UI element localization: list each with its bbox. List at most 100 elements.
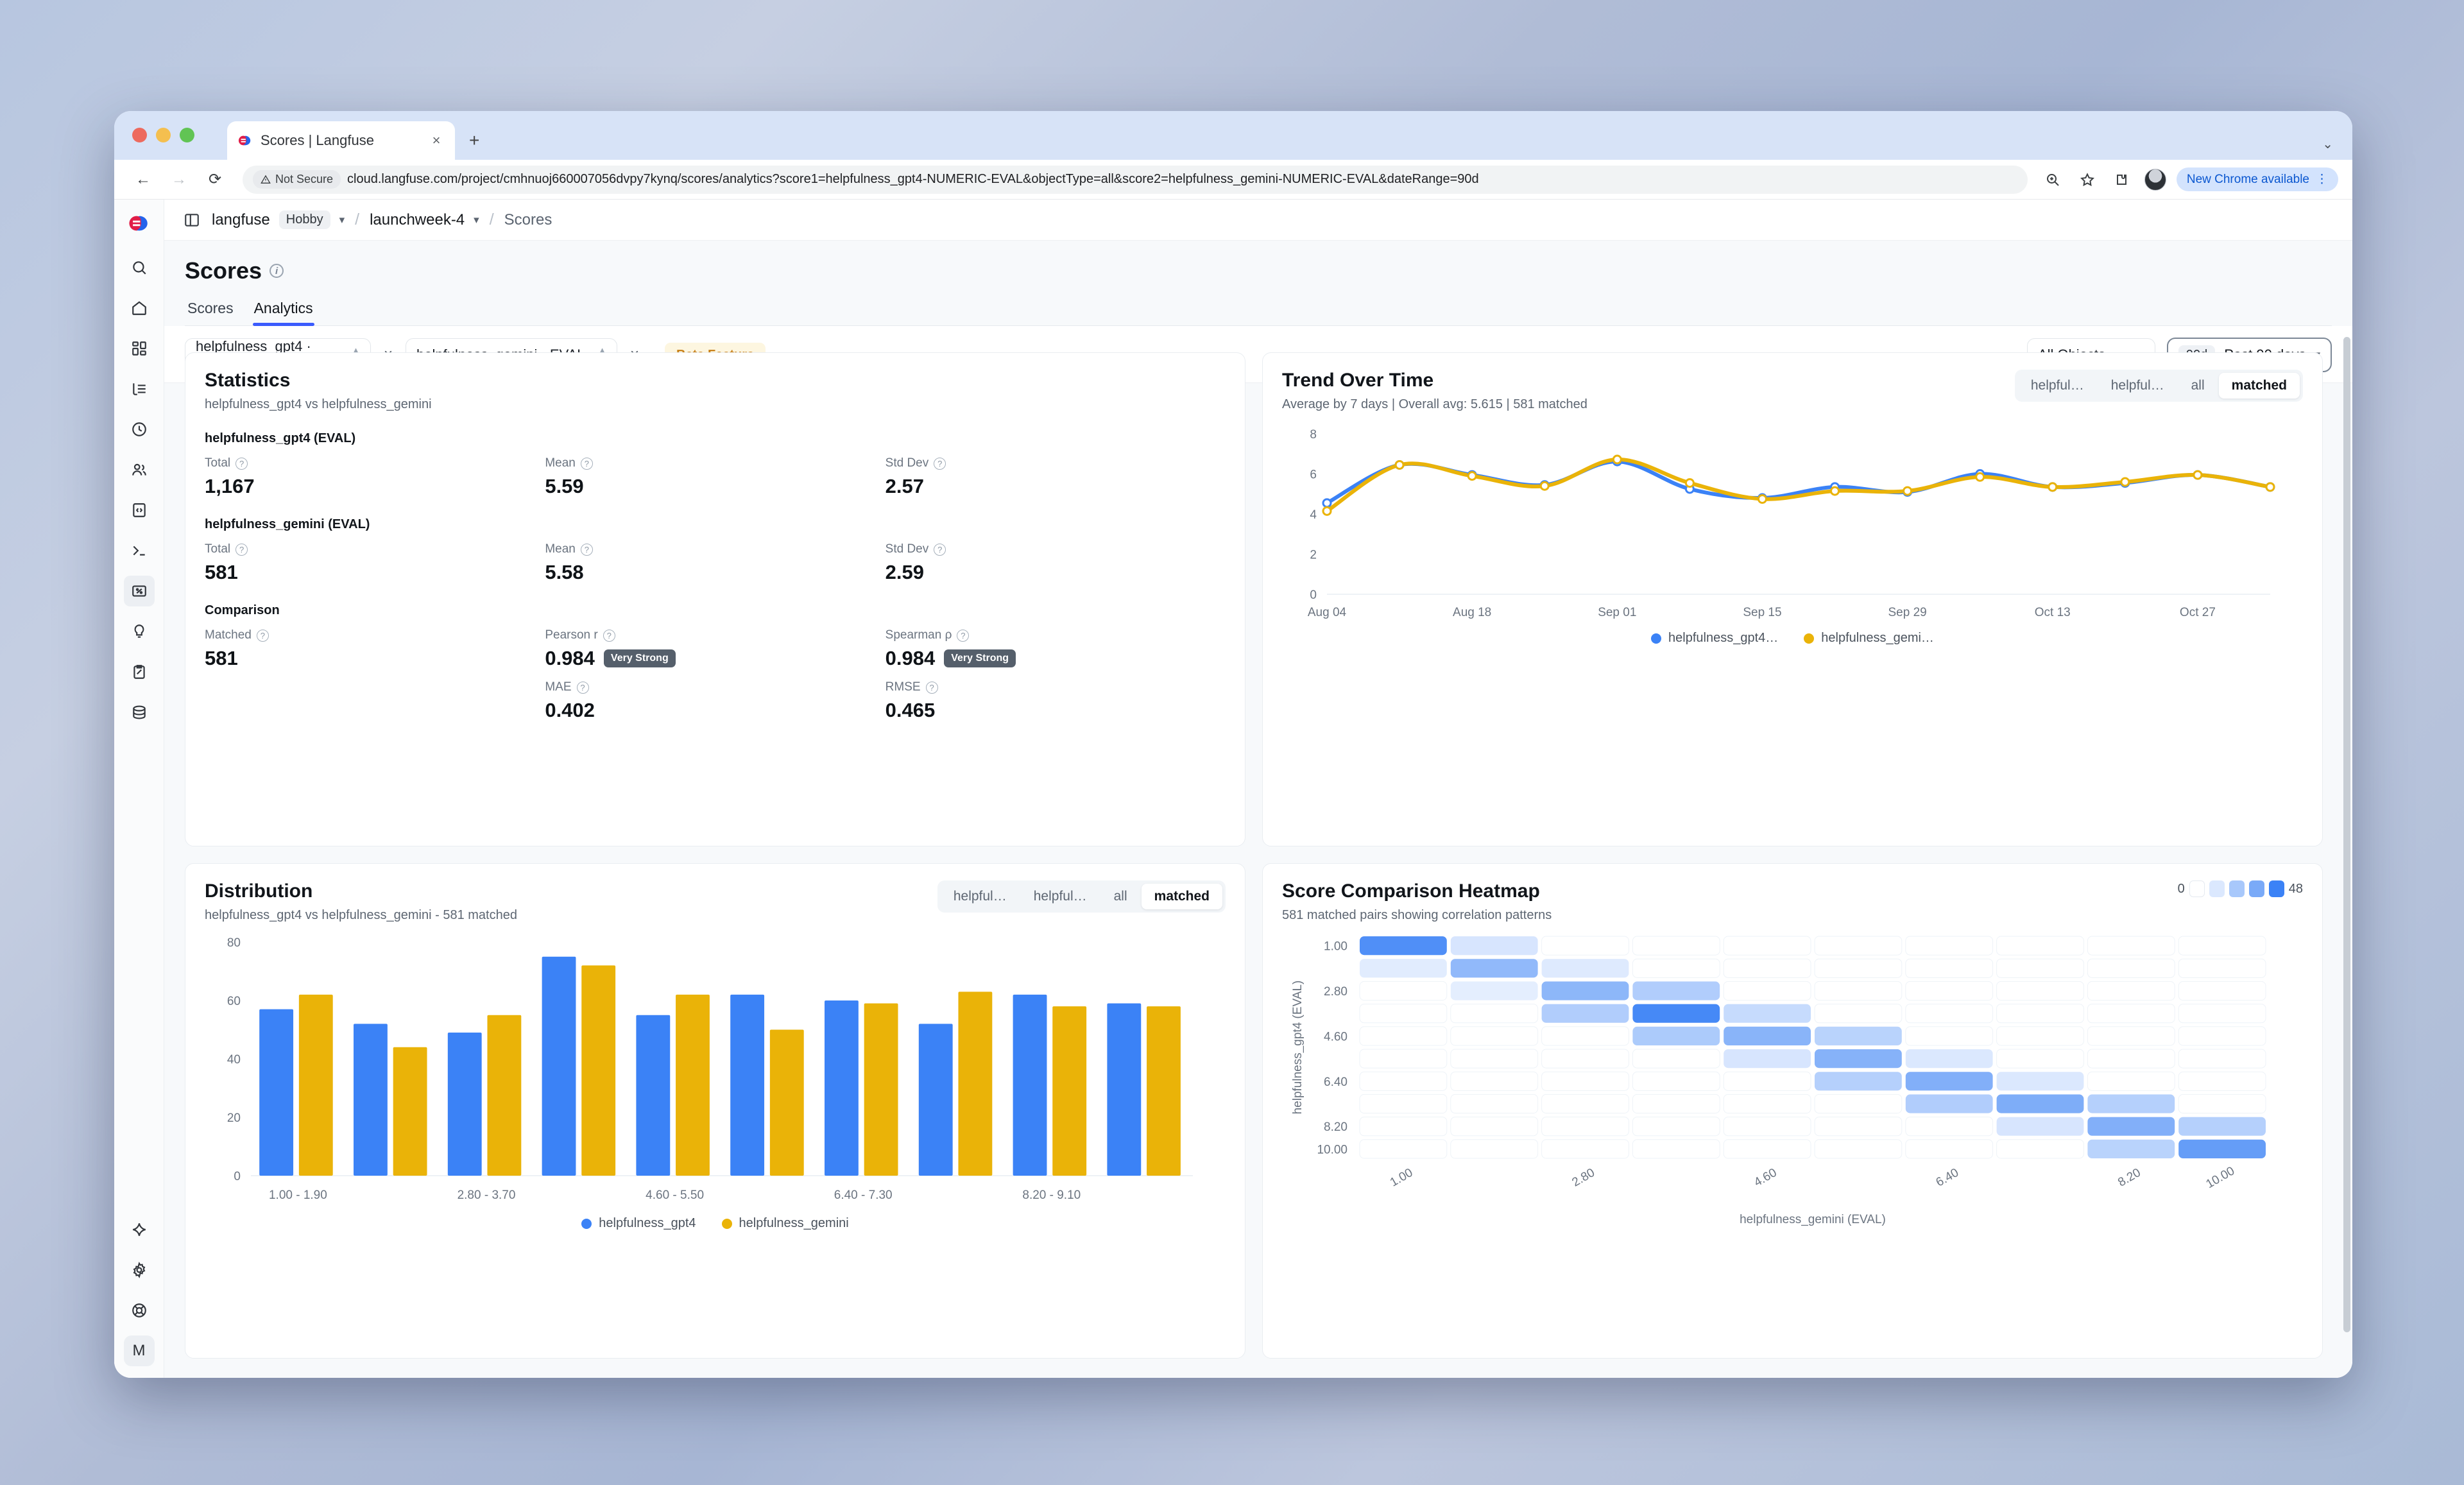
home-icon[interactable]: [124, 293, 155, 323]
svg-text:Sep 29: Sep 29: [1888, 606, 1926, 619]
chrome-menu-icon[interactable]: ⋮: [2316, 173, 2328, 186]
datasets-icon[interactable]: [124, 697, 155, 728]
svg-text:20: 20: [227, 1112, 241, 1125]
zoom-icon[interactable]: [2041, 167, 2065, 192]
trend-toggle-matched[interactable]: matched: [2218, 373, 2300, 399]
distribution-toggle-score1[interactable]: helpful…: [953, 889, 1007, 904]
help-icon[interactable]: ?: [580, 543, 593, 556]
users-icon[interactable]: [124, 454, 155, 485]
project-chevron-down-icon[interactable]: ▾: [474, 213, 479, 226]
help-icon[interactable]: ?: [576, 681, 589, 694]
stat-rmse: RMSE? 0.465: [886, 680, 1226, 722]
stat-stddev-gpt4: Std Dev? 2.57: [886, 456, 1226, 498]
content-scrollbar[interactable]: [2343, 337, 2350, 1374]
sparkle-icon[interactable]: [124, 1214, 155, 1245]
distribution-chart: 0 20 40 60 80 1.00 - 1.90 2.80 - 3.70 4.60 - 5.…: [205, 932, 1226, 1211]
close-window-button[interactable]: [132, 128, 147, 142]
insights-icon[interactable]: [124, 616, 155, 647]
help-icon[interactable]: ?: [934, 457, 946, 470]
tab-analytics[interactable]: Analytics: [252, 297, 314, 326]
playground-icon[interactable]: [124, 535, 155, 566]
gear-icon[interactable]: [124, 1255, 155, 1285]
svg-text:40: 40: [227, 1053, 241, 1067]
forward-button[interactable]: →: [171, 170, 187, 188]
back-button[interactable]: ←: [135, 170, 151, 188]
search-icon[interactable]: [124, 252, 155, 283]
svg-text:0: 0: [1310, 588, 1317, 602]
breadcrumb-project[interactable]: launchweek-4: [370, 210, 465, 228]
tab-scores[interactable]: Scores: [187, 300, 234, 316]
help-icon[interactable]: ?: [235, 543, 248, 556]
breadcrumb-org[interactable]: langfuse: [212, 210, 270, 228]
svg-text:Aug 04: Aug 04: [1308, 606, 1347, 619]
svg-text:8.20: 8.20: [1324, 1120, 1348, 1134]
browser-tab[interactable]: Scores | Langfuse ×: [227, 121, 455, 160]
stat-spearman: Spearman ρ? 0.984 Very Strong: [886, 628, 1226, 670]
tracing-icon[interactable]: [124, 373, 155, 404]
org-chevron-down-icon[interactable]: ▾: [339, 213, 345, 226]
trend-toggle-score1[interactable]: helpful…: [2030, 378, 2084, 393]
distribution-toggle-score2[interactable]: helpful…: [1033, 889, 1087, 904]
trend-toggle-all[interactable]: all: [2191, 378, 2205, 393]
trend-toggle-score2[interactable]: helpful…: [2110, 378, 2164, 393]
stat-stddev-gemini: Std Dev? 2.59: [886, 542, 1226, 584]
page-content: Scores i Scores Analytics helpfulness_gp…: [164, 241, 2352, 1378]
distribution-legend-item-gpt4[interactable]: helpfulness_gpt4: [581, 1216, 696, 1231]
maximize-window-button[interactable]: [180, 128, 194, 142]
stat-label: RMSE: [885, 680, 921, 694]
chrome-update-label: New Chrome available: [2186, 172, 2309, 186]
tabstrip-menu-icon[interactable]: ⌄: [2322, 137, 2333, 151]
stat-label: Total: [205, 542, 231, 556]
bookmark-star-icon[interactable]: [2075, 167, 2100, 192]
address-bar[interactable]: Not Secure cloud.langfuse.com/project/cm…: [243, 165, 2028, 194]
help-icon[interactable]: ?: [580, 457, 593, 470]
new-tab-button[interactable]: +: [469, 130, 480, 150]
distribution-toggle-all[interactable]: all: [1113, 889, 1127, 904]
not-secure-badge[interactable]: Not Secure: [253, 170, 341, 189]
stat-mean-gpt4: Mean? 5.59: [545, 456, 885, 498]
profile-avatar[interactable]: [2144, 168, 2166, 191]
trend-legend-item-gpt4[interactable]: helpfulness_gpt4…: [1651, 631, 1778, 646]
close-tab-button[interactable]: ×: [432, 132, 441, 148]
plan-badge: Hobby: [278, 210, 330, 229]
chrome-update-pill[interactable]: New Chrome available ⋮: [2176, 167, 2338, 191]
heatmap-swatch-2: [2229, 880, 2245, 897]
toggle-sidebar-icon[interactable]: [181, 209, 203, 231]
scrollbar-thumb[interactable]: [2343, 337, 2350, 1333]
help-icon[interactable]: ?: [957, 629, 970, 642]
distribution-toggle-matched[interactable]: matched: [1141, 884, 1222, 909]
user-avatar[interactable]: M: [123, 1335, 155, 1366]
distribution-title: Distribution: [205, 880, 313, 902]
stat-label: Mean: [545, 542, 576, 556]
help-icon[interactable]: ?: [934, 543, 946, 556]
lifebuoy-icon[interactable]: [124, 1295, 155, 1326]
stat-label: Mean: [545, 456, 576, 470]
help-icon[interactable]: ?: [256, 629, 269, 642]
comparison-row-1: Matched? 581 Pearson r? 0.984 Very Strong…: [205, 628, 1226, 670]
trend-legend-item-gemini[interactable]: helpfulness_gemi…: [1804, 631, 1934, 646]
langfuse-logo-icon[interactable]: [124, 209, 154, 238]
annotation-icon[interactable]: [124, 657, 155, 687]
prompts-icon[interactable]: [124, 495, 155, 526]
url-text: cloud.langfuse.com/project/cmhnuoj660007…: [347, 172, 1479, 186]
svg-text:2.80: 2.80: [1324, 985, 1348, 999]
help-icon[interactable]: ?: [235, 457, 248, 470]
reload-button[interactable]: ⟳: [208, 171, 222, 188]
analytics-grid: Statistics helpfulness_gpt4 vs helpfulne…: [164, 337, 2343, 1378]
help-icon[interactable]: ?: [925, 681, 938, 694]
extensions-icon[interactable]: [2110, 167, 2134, 192]
sessions-icon[interactable]: [124, 414, 155, 445]
evaluation-icon[interactable]: [123, 576, 155, 606]
distribution-subtitle: helpfulness_gpt4 vs helpfulness_gemini -…: [205, 908, 517, 922]
trend-card: Trend Over Time Average by 7 days | Over…: [1262, 352, 2323, 846]
svg-text:4: 4: [1310, 508, 1317, 522]
help-icon[interactable]: ?: [603, 629, 615, 642]
breadcrumb-page[interactable]: Scores: [504, 210, 552, 228]
info-icon[interactable]: i: [270, 264, 284, 278]
distribution-legend-item-gemini[interactable]: helpfulness_gemini: [721, 1216, 849, 1231]
minimize-window-button[interactable]: [156, 128, 171, 142]
stat-mae: MAE? 0.402: [545, 680, 885, 722]
svg-text:helpfulness_gpt4 (EVAL): helpfulness_gpt4 (EVAL): [1291, 981, 1305, 1115]
dashboards-icon[interactable]: [124, 333, 155, 364]
stat-value: 0.402: [545, 699, 595, 721]
